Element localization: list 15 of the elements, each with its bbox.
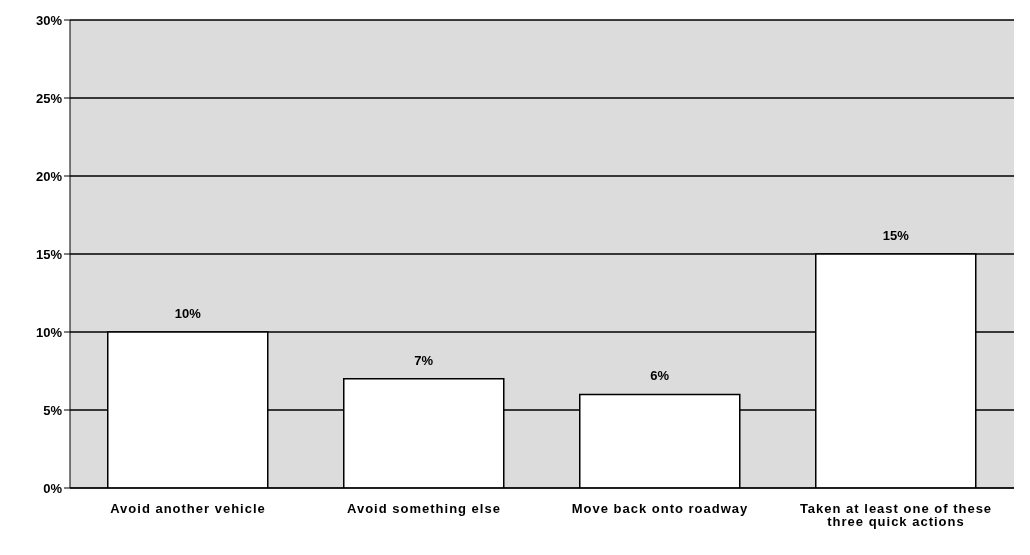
data-label: 7%	[414, 352, 434, 368]
x-tick-label: Taken at least one of these three quick actions	[799, 501, 993, 530]
y-tick-label: 20%	[35, 168, 63, 184]
data-label: 15%	[882, 228, 910, 243]
data-label: 6%	[650, 368, 670, 384]
y-tick-label: 10%	[35, 324, 63, 340]
data-label: 10%	[174, 306, 202, 321]
y-tick-label: 5%	[43, 402, 63, 418]
x-tick-label: Avoid another vehicle	[110, 501, 266, 517]
x-tick-label: Avoid something else	[347, 501, 501, 517]
y-tick-label: 15%	[35, 246, 63, 262]
y-tick-label: 0%	[43, 480, 63, 496]
y-tick-label: 30%	[35, 12, 63, 28]
y-tick-label: 25%	[35, 90, 63, 106]
x-tick-label: Move back onto roadway	[571, 501, 749, 517]
